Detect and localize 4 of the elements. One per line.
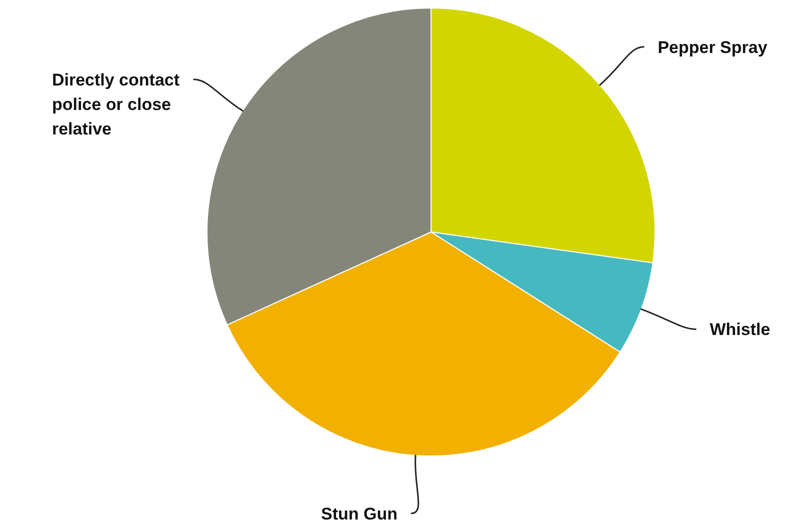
slice-label: Directly contact police or close relative <box>52 70 180 138</box>
slice-label: Stun Gun <box>321 504 398 523</box>
slice-label: Pepper Spray <box>658 38 768 57</box>
slice-label: Whistle <box>710 320 770 340</box>
